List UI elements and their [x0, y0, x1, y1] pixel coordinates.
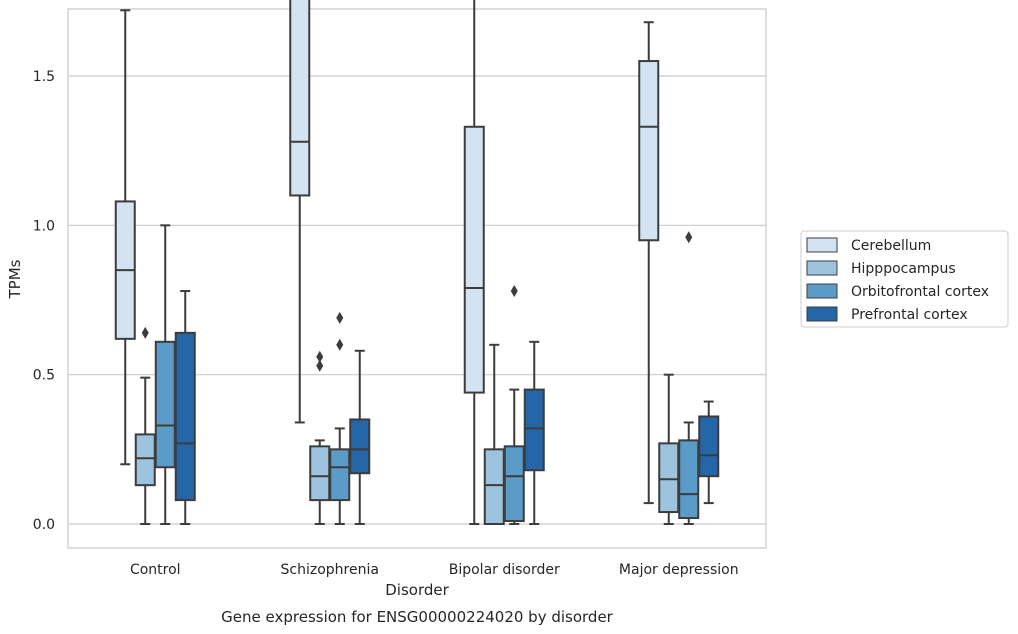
box-iqr [678, 439, 700, 520]
legend-swatch [806, 306, 838, 322]
box-prefrontal-cortex [349, 349, 371, 525]
box-hipppocampus [483, 343, 505, 525]
y-tick-label: 1.5 [33, 69, 55, 85]
outlier-point [336, 338, 344, 351]
legend-label: Hipppocampus [851, 261, 956, 277]
box-iqr [154, 340, 176, 469]
legend-label: Cerebellum [851, 238, 931, 254]
box-hipppocampus [134, 326, 156, 525]
box-iqr [483, 448, 505, 525]
box-iqr [134, 433, 156, 487]
box-iqr [658, 442, 680, 514]
box-hipppocampus [309, 350, 331, 525]
x-tick-label: Control [130, 562, 181, 578]
legend-label: Prefrontal cortex [851, 307, 968, 323]
outlier-point [316, 359, 324, 372]
box-iqr [309, 445, 331, 502]
box-cerebellum [463, 0, 485, 525]
box-orbitofrontal-cortex [503, 285, 525, 525]
x-tick-label: Major depression [619, 562, 739, 578]
box-iqr [463, 125, 485, 394]
box-prefrontal-cortex [523, 340, 545, 525]
box-prefrontal-cortex [698, 400, 720, 505]
outlier-point [510, 285, 518, 298]
box-iqr [698, 415, 720, 478]
x-tick-label: Schizophrenia [281, 562, 379, 578]
box-iqr [638, 60, 660, 242]
box-cerebellum [289, 0, 311, 424]
legend-swatch [806, 237, 838, 253]
box-iqr [503, 445, 525, 523]
y-axis-title: TPMs [6, 259, 24, 299]
box-orbitofrontal-cortex [678, 231, 700, 525]
legend: Cerebellum Hipppocampus Orbitofrontal cort… [800, 230, 1009, 328]
box-orbitofrontal-cortex [329, 311, 351, 525]
outlier-point [141, 326, 149, 339]
box-hipppocampus [658, 373, 680, 525]
x-tick-label: Bipolar disorder [449, 562, 560, 578]
legend-frame [800, 230, 1009, 328]
y-tick-label: 0.5 [33, 368, 55, 384]
plot-area-frame [67, 8, 767, 549]
y-tick-label: 1.0 [33, 218, 55, 234]
box-prefrontal-cortex [174, 290, 196, 525]
outlier-point [316, 350, 324, 363]
box-iqr [523, 388, 545, 472]
box-iqr [329, 448, 351, 502]
x-axis-title: Disorder [385, 581, 449, 599]
x-tick-labels: Control Schizophrenia Bipolar disorder Majo… [130, 562, 739, 578]
legend-swatch [806, 260, 838, 276]
outlier-point [336, 311, 344, 324]
boxes [114, 0, 720, 525]
box-orbitofrontal-cortex [154, 224, 176, 525]
y-tick-labels: 0.00.51.01.52.02.53.0 [33, 69, 55, 533]
box-iqr [174, 331, 196, 502]
box-cerebellum [114, 9, 136, 466]
box-iqr [289, 0, 311, 197]
legend-swatch [806, 283, 838, 299]
outlier-point [685, 231, 693, 244]
legend-label: Orbitofrontal cortex [851, 284, 989, 300]
box-cerebellum [638, 21, 660, 505]
box-iqr [349, 418, 371, 475]
y-tick-label: 0.0 [33, 517, 55, 533]
chart-caption: Gene expression for ENSG00000224020 by d… [221, 608, 614, 626]
